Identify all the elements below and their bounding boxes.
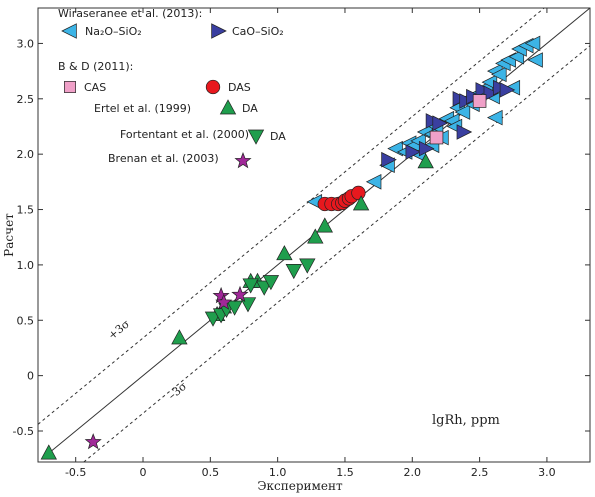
legend-marker xyxy=(219,99,237,115)
x-tick-label: -0.5 xyxy=(65,466,86,479)
series-1 xyxy=(381,79,516,168)
x-tick-label: 1.0 xyxy=(269,466,287,479)
data-point xyxy=(242,278,259,294)
data-point xyxy=(524,35,541,52)
legend-marker xyxy=(234,152,252,169)
legend-label: DA xyxy=(242,102,258,115)
series-0 xyxy=(306,35,543,210)
y-tick-label: 2.0 xyxy=(17,148,35,161)
legend-marker xyxy=(61,23,77,39)
x-tick-label: 3.0 xyxy=(538,466,556,479)
data-point xyxy=(316,217,333,233)
legend-group-header: Wiraseranee et al. (2013): xyxy=(58,7,202,20)
x-axis-title: Эксперимент xyxy=(257,479,343,493)
legend-label: CAS xyxy=(84,81,106,94)
y-tick-label: 0.5 xyxy=(17,314,35,327)
data-point xyxy=(491,66,507,83)
upper-band-line xyxy=(38,8,545,425)
legend-marker xyxy=(211,23,227,39)
data-point xyxy=(483,85,500,102)
data-point xyxy=(40,444,57,460)
series-6 xyxy=(84,285,249,450)
series-3 xyxy=(317,185,366,212)
legend-label: CaO–SiO₂ xyxy=(232,25,284,38)
units-annotation: lgRh, ppm xyxy=(432,413,500,428)
data-markers xyxy=(40,35,543,460)
x-tick-label: 2.0 xyxy=(404,466,422,479)
x-tick-label: 1.5 xyxy=(336,466,354,479)
y-tick-label: 3.0 xyxy=(17,37,35,50)
lower-band-line xyxy=(83,45,590,462)
data-point xyxy=(418,140,435,157)
legend-label: Brenan et al. (2003) xyxy=(108,152,219,165)
data-point xyxy=(262,275,280,291)
axes: -0.5 0 0.5 1.0 1.5 2.0 2.5 3.0 -0.5 0 0.5 1.0 1.5 2.0… xyxy=(13,7,591,479)
data-point xyxy=(381,151,397,168)
data-point xyxy=(212,286,230,304)
data-point xyxy=(472,94,487,108)
data-point xyxy=(215,293,233,310)
data-point xyxy=(84,433,102,450)
legend-label: DA xyxy=(270,130,286,143)
data-point xyxy=(429,130,444,145)
data-point xyxy=(276,245,293,261)
legend: Wiraseranee et al. (2013): Na₂O–SiO₂ CaO–S… xyxy=(58,7,286,169)
data-point xyxy=(475,82,492,98)
y-tick-label: -0.5 xyxy=(13,425,34,438)
x-tick-label: 2.5 xyxy=(471,466,489,479)
data-point xyxy=(405,144,422,160)
upper-band-label: +3σ xyxy=(106,317,133,342)
lower-band-label: –3σ xyxy=(166,379,190,402)
data-point xyxy=(487,109,503,126)
legend-label: DAS xyxy=(228,81,251,94)
data-point xyxy=(365,174,382,190)
x-tick-label: 0 xyxy=(140,466,147,479)
data-point xyxy=(432,115,448,131)
y-tick-label: 1.5 xyxy=(17,204,35,217)
legend-marker xyxy=(247,129,265,145)
data-point xyxy=(171,329,188,345)
data-point xyxy=(351,185,366,201)
data-point xyxy=(307,228,324,244)
data-point xyxy=(527,52,543,68)
data-point xyxy=(285,264,302,280)
legend-marker xyxy=(64,81,76,93)
series-2 xyxy=(429,94,487,145)
plot-frame xyxy=(37,7,591,463)
data-point xyxy=(454,104,471,120)
data-point xyxy=(299,258,316,274)
data-point xyxy=(417,153,434,169)
legend-label: Na₂O–SiO₂ xyxy=(85,25,142,38)
data-point xyxy=(352,195,370,211)
x-tick-label: 0.5 xyxy=(202,466,220,479)
y-tick-label: 0 xyxy=(27,370,34,383)
data-point xyxy=(226,300,243,316)
y-tick-label: 2.5 xyxy=(17,93,35,106)
legend-label: Ertel et al. (1999) xyxy=(94,102,191,115)
y-tick-label: 1.0 xyxy=(17,259,35,272)
data-point xyxy=(504,79,521,96)
legend-marker xyxy=(205,79,221,95)
data-point xyxy=(231,285,249,303)
legend-label: Fortentant et al. (2000) xyxy=(120,128,249,141)
y-axis-title: Расчет xyxy=(2,213,16,257)
legend-group-header: B & D (2011): xyxy=(58,60,133,73)
data-point xyxy=(456,124,473,140)
data-point xyxy=(499,82,516,98)
